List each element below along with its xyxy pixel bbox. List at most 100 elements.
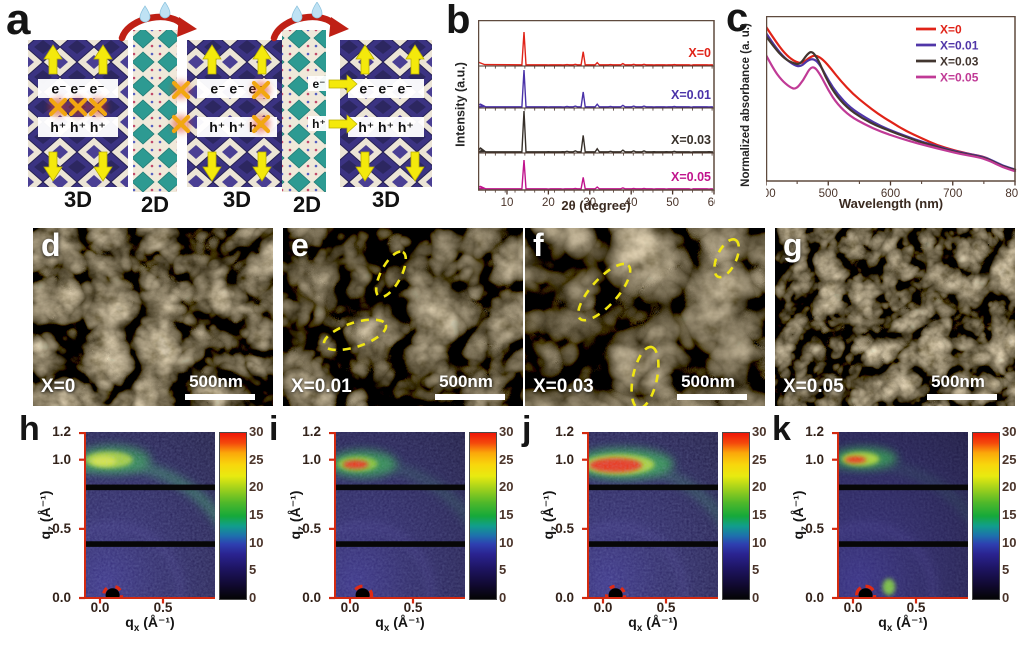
hole-box: h⁺ h⁺ h⁺: [348, 117, 424, 137]
panel-letter-b: b: [446, 0, 471, 42]
giwaxs-map: [79, 432, 215, 604]
legend-label: X=0: [940, 23, 962, 37]
qz-axis-label: qz (Å⁻¹): [540, 490, 560, 540]
colorbar-tick-label: 10: [752, 534, 767, 550]
qx-tick-label: 0.5: [906, 600, 926, 615]
scalebar-label: 500nm: [189, 372, 243, 391]
panel-letter-g: g: [783, 228, 803, 263]
colorbar-tick-label: 10: [249, 534, 264, 550]
colorbar-tick-label: 5: [249, 562, 257, 578]
absorbance-curve-X=0.01: [766, 31, 1017, 171]
schematic-3d-2d-svg: e⁻ e⁻ e⁻ h⁺ h⁺ h⁺ e⁻ e⁻ e⁻ h⁺ h⁺ h⁺ e⁻ e…: [28, 2, 432, 216]
scalebar: [435, 394, 505, 400]
qx-tick-label: 0.5: [656, 600, 676, 615]
beamstop-ring: [855, 584, 877, 598]
highlight-ellipse: [713, 238, 741, 279]
x-tick-label: 30: [583, 197, 596, 209]
region-label-3d: 3D: [64, 187, 92, 212]
qx-tick-label: 0.5: [403, 600, 423, 615]
colorbar-tick-label: 25: [1002, 451, 1017, 467]
x-tick-label: 700: [943, 188, 962, 200]
colorbar-tick-label: 15: [752, 507, 767, 522]
colorbar-tick-label: 15: [249, 507, 264, 522]
perovskite-2d-column: [133, 30, 177, 192]
colorbar-tick-label: 30: [1002, 424, 1017, 439]
giwaxs-panel-i: i qz (Å⁻¹) qx (Å⁻¹) 1.2 1.0 0.5 0.0 0.0 0.5 30…: [265, 410, 517, 653]
detector-gap-bar: [335, 541, 465, 547]
x-tick-label: 400: [766, 188, 776, 200]
sem-micrograph: [525, 228, 765, 406]
scalebar-label: 500nm: [439, 372, 493, 391]
perovskite-3d-block: [187, 40, 287, 187]
colorbar-tick-label: 0: [499, 590, 507, 605]
absorbance-curve-X=0.05: [766, 53, 1017, 173]
colorbar-tick-label: 25: [499, 451, 514, 467]
qz-tick-label: 1.0: [52, 451, 71, 467]
xrd-trace-X=0.03: [478, 110, 714, 153]
qz-tick-label: 0.0: [805, 589, 824, 605]
panel-b-xrd: b Intensity (a.u.) X=0 X=0.01 X=0.03 X=0.05…: [428, 0, 722, 226]
scalebar-label: 500nm: [931, 372, 985, 391]
electron-box: e⁻ e⁻ e⁻: [348, 79, 424, 98]
colorbar-tick-label: 25: [249, 451, 264, 467]
scalebar: [677, 394, 747, 400]
svg-text:h⁺: h⁺: [312, 117, 326, 131]
beamstop-ring: [605, 584, 627, 598]
colorbar-tick-label: 10: [1002, 534, 1017, 550]
beamstop: [355, 588, 370, 598]
sem-panel-d: d X=0 500nm: [33, 228, 273, 406]
beamstop: [608, 588, 623, 598]
region-label-2d: 2D: [293, 192, 321, 216]
colorbar-tick-label: 15: [499, 507, 514, 522]
qz-tick-label: 0.0: [555, 589, 574, 605]
qx-axis-label: qx (Å⁻¹): [628, 614, 678, 634]
qz-tick-label: 1.0: [805, 451, 824, 467]
scalebar: [185, 394, 255, 400]
perovskite-2d-column: [282, 30, 326, 192]
beamstop-ring: [102, 584, 124, 598]
beamstop: [858, 588, 873, 598]
legend-label: X=0.01: [940, 39, 979, 53]
qz-tick-label: 1.0: [302, 451, 321, 467]
panel-c-absorbance: c Normalized absorbance (a. u.) X=0 X=0.0…: [700, 0, 1024, 226]
series-label: X=0.03: [671, 133, 711, 147]
x-tick-label: 40: [625, 197, 638, 209]
qz-tick-label: 1.2: [52, 424, 71, 439]
qx-axis-label: qx (Å⁻¹): [375, 614, 425, 634]
colorbar: [219, 432, 247, 600]
qx-tick-label: 0.0: [593, 600, 613, 615]
sem-panel-g: g X=0.05 500nm: [775, 228, 1015, 406]
colorbar: [972, 432, 1000, 600]
legend-label: X=0.03: [940, 55, 979, 69]
colorbar-tick-label: 20: [752, 479, 767, 495]
region-label-3d: 3D: [372, 187, 400, 212]
xrd-trace-X=0.05: [478, 159, 714, 191]
colorbar-tick-label: 10: [499, 534, 514, 550]
svg-text:e⁻: e⁻: [312, 77, 325, 91]
x-tick-label: 600: [881, 188, 900, 200]
giwaxs-map: [832, 432, 968, 604]
colorbar-tick-label: 30: [499, 424, 514, 439]
colorbar-tick-label: 25: [752, 451, 767, 467]
panel-letter-f: f: [533, 228, 544, 263]
detector-gap-bar: [588, 484, 718, 491]
qz-axis-label: qz (Å⁻¹): [37, 490, 57, 540]
colorbar-tick-label: 0: [249, 590, 257, 605]
colorbar-tick-label: 0: [752, 590, 760, 605]
svg-text:h⁺ h⁺ h⁺: h⁺ h⁺ h⁺: [50, 119, 106, 135]
qx-tick-label: 0.0: [90, 600, 110, 615]
xrd-trace-X=0: [478, 31, 714, 67]
qz-tick-label: 1.2: [805, 424, 824, 439]
colorbar: [722, 432, 750, 600]
x-tick-label: 60: [708, 197, 715, 209]
qz-tick-label: 0.0: [302, 589, 321, 605]
qz-tick-label: 0.0: [52, 589, 71, 605]
giwaxs-map: [582, 432, 718, 604]
qx-axis-label: qx (Å⁻¹): [878, 614, 928, 634]
electron-box: e⁻ e⁻ e⁻: [38, 79, 118, 98]
qx-tick-label: 0.5: [153, 600, 173, 615]
giwaxs-panel-j: j qz (Å⁻¹) qx (Å⁻¹) 1.2 1.0 0.5 0.0 0.0 0.5 30…: [518, 410, 770, 653]
sem-micrograph: [775, 228, 1015, 406]
hole-transfer: h⁺: [308, 114, 358, 134]
